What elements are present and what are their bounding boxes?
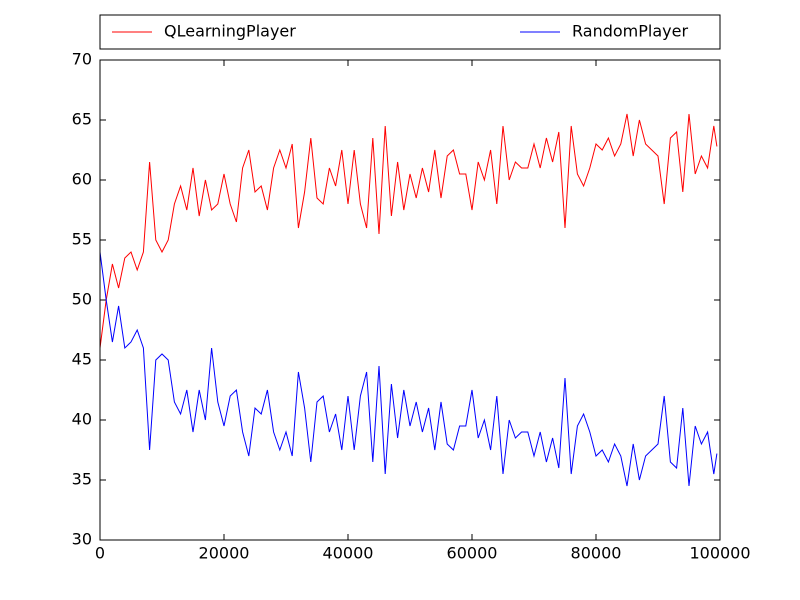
y-tick-label: 40 bbox=[72, 410, 92, 429]
y-tick-label: 55 bbox=[72, 230, 92, 249]
x-tick-label: 40000 bbox=[323, 544, 374, 563]
plot-frame bbox=[99, 59, 721, 541]
plot-area bbox=[100, 60, 720, 540]
x-tick-label: 80000 bbox=[571, 544, 622, 563]
x-tick-label: 100000 bbox=[689, 544, 750, 563]
y-tick-label: 45 bbox=[72, 350, 92, 369]
x-tick-label: 0 bbox=[95, 544, 105, 563]
y-tick-label: 60 bbox=[72, 170, 92, 189]
x-tick-label: 20000 bbox=[199, 544, 250, 563]
data-line bbox=[99, 251, 718, 487]
legend-label: RandomPlayer bbox=[572, 22, 688, 41]
y-tick-label: 70 bbox=[72, 50, 92, 69]
y-tick-label: 65 bbox=[72, 110, 92, 129]
y-tick-label: 50 bbox=[72, 290, 92, 309]
data-line bbox=[99, 113, 718, 349]
y-tick-label: 30 bbox=[72, 530, 92, 549]
legend-label: QLearningPlayer bbox=[164, 22, 296, 41]
y-tick-label: 35 bbox=[72, 470, 92, 489]
x-tick-label: 60000 bbox=[447, 544, 498, 563]
legend-box bbox=[99, 14, 721, 50]
